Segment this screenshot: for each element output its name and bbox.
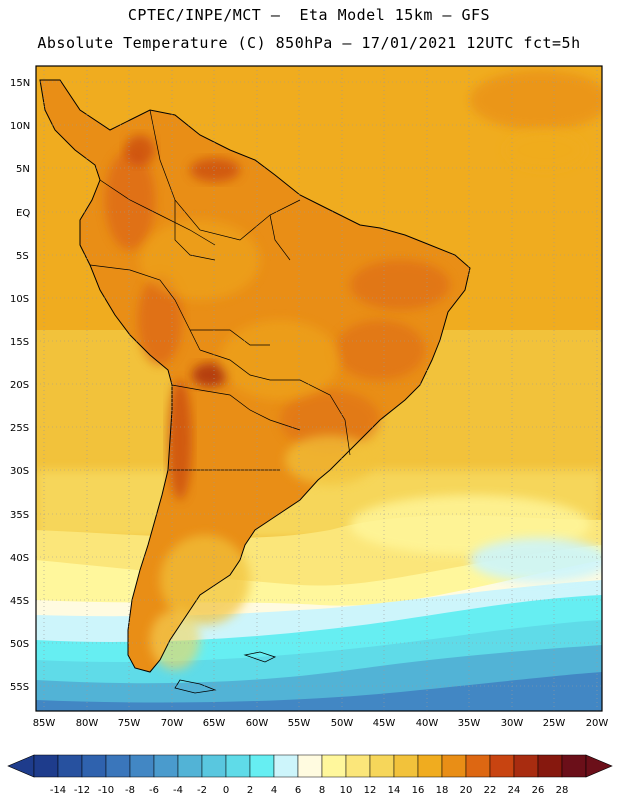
lat-label: 15N bbox=[10, 78, 30, 89]
lat-label: 55S bbox=[10, 682, 29, 693]
longitude-labels: 85W 80W 75W 70W 65W 60W 55W 50W 45W 40W … bbox=[33, 718, 609, 729]
lon-label: 20W bbox=[586, 718, 609, 729]
lat-label: 30S bbox=[10, 466, 29, 477]
map-title-line1: CPTEC/INPE/MCT – Eta Model 15km – GFS bbox=[127, 6, 491, 24]
colorbar-swatch bbox=[57, 754, 83, 778]
lon-label: 85W bbox=[33, 718, 56, 729]
lon-label: 75W bbox=[118, 718, 141, 729]
colorbar-tick-label: 22 bbox=[484, 785, 497, 796]
colorbar-swatch bbox=[81, 754, 107, 778]
colorbar-swatch bbox=[513, 754, 539, 778]
map-title-line2: Absolute Temperature (C) 850hPa – 17/01/… bbox=[37, 34, 581, 52]
colorbar-swatch bbox=[369, 754, 395, 778]
lon-label: 40W bbox=[416, 718, 439, 729]
lat-label: 5S bbox=[16, 251, 29, 262]
lat-label: 20S bbox=[10, 380, 29, 391]
colorbar-swatch bbox=[489, 754, 515, 778]
colorbar-swatch bbox=[321, 754, 347, 778]
colorbar-tick-label: 20 bbox=[460, 785, 473, 796]
colorbar-swatch bbox=[393, 754, 419, 778]
colorbar-swatch bbox=[105, 754, 131, 778]
colorbar-tick-label: -8 bbox=[125, 785, 135, 796]
colorbar-tick-label: 12 bbox=[364, 785, 377, 796]
colorbar-tick-label: 28 bbox=[556, 785, 569, 796]
colorbar-swatch bbox=[537, 754, 563, 778]
coastline bbox=[39, 79, 471, 673]
colorbar-tick-label: 0 bbox=[223, 785, 229, 796]
colorbar-swatch bbox=[249, 754, 275, 778]
colorbar-swatch bbox=[561, 754, 587, 778]
lon-label: 70W bbox=[161, 718, 184, 729]
lon-label: 65W bbox=[203, 718, 226, 729]
colorbar-swatch bbox=[297, 754, 323, 778]
colorbar-swatch bbox=[201, 754, 227, 778]
colorbar-tick-label: 26 bbox=[532, 785, 545, 796]
colorbar-tick-label: 6 bbox=[295, 785, 301, 796]
colorbar-swatch bbox=[441, 754, 467, 778]
colorbar-swatch bbox=[33, 754, 59, 778]
colorbar-tick-label: -14 bbox=[50, 785, 66, 796]
lon-label: 25W bbox=[543, 718, 566, 729]
colorbar-tick-label: 16 bbox=[412, 785, 425, 796]
lon-label: 50W bbox=[331, 718, 354, 729]
lat-label: 50S bbox=[10, 639, 29, 650]
colorbar-swatch bbox=[153, 754, 179, 778]
colorbar-overflow-triangle bbox=[585, 754, 613, 778]
colorbar-swatch bbox=[177, 754, 203, 778]
lat-label: 5N bbox=[16, 164, 30, 175]
lon-label: 45W bbox=[373, 718, 396, 729]
colorbar-tick-label: -4 bbox=[173, 785, 183, 796]
lon-label: 80W bbox=[76, 718, 99, 729]
latitude-labels: 15N 10N 5N EQ 5S 10S 15S 20S 25S 30S 35S… bbox=[10, 78, 30, 693]
colorbar-tick-label: 18 bbox=[436, 785, 449, 796]
lat-label: 40S bbox=[10, 553, 29, 564]
colorbar-tick-label: 4 bbox=[271, 785, 277, 796]
colorbar-tick-label: -2 bbox=[197, 785, 207, 796]
colorbar-tick-label: -12 bbox=[74, 785, 90, 796]
colorbar-tick-label: 24 bbox=[508, 785, 521, 796]
lon-label: 55W bbox=[288, 718, 311, 729]
lat-label: 25S bbox=[10, 423, 29, 434]
colorbar-swatch bbox=[273, 754, 299, 778]
colorbar-underflow-triangle bbox=[7, 754, 35, 778]
map-frame bbox=[35, 65, 603, 712]
colorbar-tick-label: 10 bbox=[340, 785, 353, 796]
lat-label: 45S bbox=[10, 596, 29, 607]
colorbar-tick-label: 8 bbox=[319, 785, 325, 796]
colorbar-swatch bbox=[129, 754, 155, 778]
colorbar-swatch bbox=[465, 754, 491, 778]
lat-label: EQ bbox=[16, 208, 30, 219]
country-borders bbox=[89, 109, 351, 471]
colorbar-swatch bbox=[417, 754, 443, 778]
colorbar-tick-label: 2 bbox=[247, 785, 253, 796]
color-scale-bar: -14 -12 -10 -8 -6 -4 -2 0 2 4 6 8 10 12 14 16 18 20 22 24 26… bbox=[7, 754, 613, 796]
lat-label: 35S bbox=[10, 510, 29, 521]
lon-label: 30W bbox=[501, 718, 524, 729]
colorbar-tick-label: 14 bbox=[388, 785, 401, 796]
lat-label: 15S bbox=[10, 337, 29, 348]
lon-label: 60W bbox=[246, 718, 269, 729]
temperature-field bbox=[36, 66, 602, 711]
lat-label: 10S bbox=[10, 294, 29, 305]
colorbar-swatch bbox=[345, 754, 371, 778]
lon-label: 35W bbox=[458, 718, 481, 729]
colorbar-tick-label: -10 bbox=[98, 785, 114, 796]
lat-label: 10N bbox=[10, 121, 30, 132]
colorbar-tick-label: -6 bbox=[149, 785, 159, 796]
colorbar-swatch bbox=[225, 754, 251, 778]
